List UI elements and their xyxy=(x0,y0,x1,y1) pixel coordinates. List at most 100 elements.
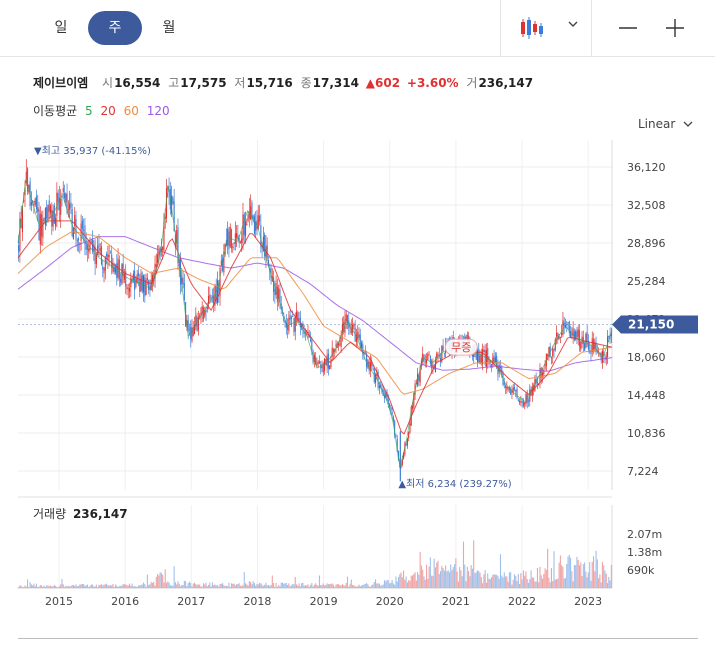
volume-bar xyxy=(369,586,371,588)
volume-bar xyxy=(517,573,519,588)
volume-bar xyxy=(427,578,429,588)
candle-body xyxy=(285,322,287,328)
volume-bar xyxy=(519,583,521,588)
volume-bar xyxy=(273,582,275,588)
candle-body xyxy=(76,240,78,242)
volume-bar xyxy=(584,562,586,588)
volume-bar xyxy=(322,583,324,588)
tab-daily[interactable]: 일 xyxy=(54,20,68,36)
tab-monthly[interactable]: 월 xyxy=(162,20,176,36)
change-value: ▲602 xyxy=(365,76,401,90)
volume-bar xyxy=(127,585,129,588)
volume-bar xyxy=(255,585,257,588)
ma5-line xyxy=(17,178,613,467)
volume-bar xyxy=(521,579,523,588)
candle-body xyxy=(196,316,198,331)
candle-body xyxy=(413,392,415,408)
volume-bar xyxy=(413,574,415,588)
candle-body xyxy=(293,317,295,333)
candle-body xyxy=(298,318,300,320)
chart-type-selector[interactable] xyxy=(500,0,592,57)
volume-bar xyxy=(260,583,262,588)
candle-body xyxy=(576,330,578,337)
volume-bar xyxy=(321,585,323,588)
candle-body xyxy=(122,263,124,277)
volume-bar xyxy=(483,574,485,588)
volume-bar xyxy=(139,585,141,588)
volume-bar xyxy=(368,586,370,588)
volume-bar xyxy=(246,584,248,588)
candle-body xyxy=(51,209,53,227)
candle-body xyxy=(570,331,572,338)
candle-body xyxy=(497,366,499,374)
volume-bar xyxy=(144,584,146,588)
candle-body xyxy=(387,399,389,405)
volume-bar xyxy=(446,571,448,588)
x-tick-label: 2017 xyxy=(177,595,205,608)
volume-bar xyxy=(202,583,205,588)
volume-bar xyxy=(299,586,301,588)
candle-body xyxy=(219,267,221,297)
volume-bar xyxy=(359,586,361,588)
candle-body xyxy=(392,416,394,422)
volume-bar xyxy=(223,585,225,588)
candle-body xyxy=(49,205,52,214)
candle-body xyxy=(47,204,49,220)
volume-bar xyxy=(506,576,508,588)
zoom-in-button[interactable] xyxy=(661,14,689,42)
candle-body xyxy=(98,243,100,248)
candle-body xyxy=(343,322,345,332)
volume-bar xyxy=(479,572,481,588)
candle-body xyxy=(317,361,319,364)
candle-body xyxy=(345,314,347,321)
candle-body xyxy=(352,324,354,333)
volume-bar xyxy=(418,574,420,588)
volume-bar xyxy=(441,565,443,588)
candle-body xyxy=(27,168,29,192)
volume-bar xyxy=(572,581,574,588)
candle-body xyxy=(214,285,216,306)
volume-bar xyxy=(259,582,261,588)
volume-bar xyxy=(585,571,587,588)
moving-average-legend: 이동평균 5 20 60 120 xyxy=(33,102,174,119)
volume-bar xyxy=(362,584,364,588)
candle-body xyxy=(24,187,26,196)
candle-body xyxy=(507,387,509,388)
stock-name: 제이브이엠 xyxy=(33,76,89,90)
candle-body xyxy=(520,401,522,403)
candle-body xyxy=(494,357,496,363)
volume-bar xyxy=(516,581,518,588)
candle-body xyxy=(85,242,87,250)
volume-bar xyxy=(567,556,569,588)
candlestick-icon xyxy=(521,17,543,39)
candle-body xyxy=(56,192,58,216)
candle-body xyxy=(513,386,516,390)
candle-body xyxy=(279,289,281,304)
candle-body xyxy=(140,272,142,292)
volume-bar xyxy=(437,560,439,588)
scale-select[interactable]: Linear xyxy=(638,117,693,131)
x-tick-label: 2018 xyxy=(243,595,271,608)
volume-bar xyxy=(429,557,431,588)
candle-body xyxy=(62,187,64,192)
y-tick-label: 25,284 xyxy=(627,275,666,288)
volume-bar xyxy=(460,570,462,588)
candle-body xyxy=(308,334,310,338)
volume-bar xyxy=(489,579,491,588)
volume-bar xyxy=(167,581,169,588)
candle-body xyxy=(519,401,521,403)
y-tick-label: 14,448 xyxy=(627,389,666,402)
candle-body xyxy=(505,385,507,389)
volume-bar xyxy=(250,581,252,588)
candle-body xyxy=(102,266,104,270)
candle-body xyxy=(112,264,114,272)
volume-bar xyxy=(457,581,459,588)
candle-body xyxy=(329,365,331,369)
candle-body xyxy=(596,350,598,353)
tab-weekly[interactable]: 주 xyxy=(88,11,142,45)
volume-bar xyxy=(229,586,231,588)
candle-body xyxy=(246,223,248,226)
volume-bar xyxy=(37,587,39,588)
zoom-out-button[interactable] xyxy=(614,14,642,42)
